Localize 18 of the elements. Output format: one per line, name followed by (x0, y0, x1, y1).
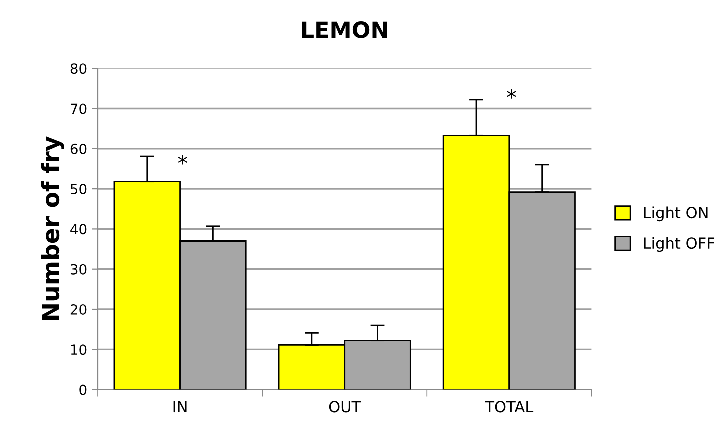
annotation: * (507, 89, 516, 99)
annotation: * (178, 155, 188, 165)
y-tick-label: 60 (70, 144, 87, 154)
y-tick-label: 30 (70, 264, 87, 275)
x-tick-label: TOTAL (485, 401, 534, 413)
legend-label: Light ON (644, 206, 708, 222)
y-tick-label: 70 (71, 104, 87, 114)
y-tick-label: 80 (70, 64, 87, 74)
chart-title: LEMON (302, 22, 388, 38)
y-tick-label: 0 (80, 384, 87, 396)
y-tick-label: 40 (70, 224, 87, 235)
y-tick-label: 50 (70, 184, 87, 195)
legend-label: Light OFF (644, 237, 715, 252)
y-axis-title: Number of fry (41, 136, 64, 320)
x-tick-label: IN (174, 401, 187, 413)
y-tick-label: 10 (71, 344, 87, 356)
y-tick-label: 20 (70, 304, 87, 315)
x-tick-label: OUT (329, 401, 362, 413)
